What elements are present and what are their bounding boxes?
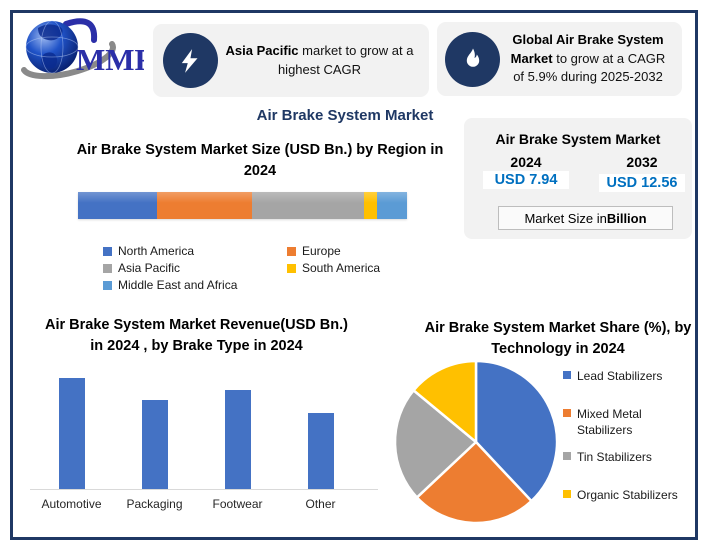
mmr-logo: MMR xyxy=(20,14,158,88)
region-legend-item-north-america: North America xyxy=(103,244,287,258)
region-legend-item-south-america: South America xyxy=(287,261,413,275)
technology-legend-item-tin-stabilizers: Tin Stabilizers xyxy=(563,449,695,465)
stacked-segment-europe xyxy=(156,192,253,219)
legend-label: Middle East and Africa xyxy=(118,278,238,292)
technology-pie-chart xyxy=(393,359,559,525)
brake-type-chart-title: Air Brake System Market Revenue(USD Bn.)… xyxy=(45,317,348,355)
stacked-segment-north-america xyxy=(78,192,157,219)
legend-label: Europe xyxy=(302,244,341,258)
pie-slice-lead-stabilizers xyxy=(474,359,559,503)
market-size-note: Market Size in Billion xyxy=(498,206,673,230)
technology-legend-item-mixed-metal-stabilizers: Mixed Metal Stabilizers xyxy=(563,406,695,438)
legend-label: Organic Stabilizers xyxy=(577,487,678,502)
region-legend: North America Europe Asia Pacific South Ame… xyxy=(103,244,413,292)
bar-label-packaging: Packaging xyxy=(126,497,183,511)
callout-asia-rest: market to grow at a highest CAGR xyxy=(277,42,414,77)
callout-global-rest: to grow at a CAGR of 5.9% during 2025-20… xyxy=(513,50,666,85)
callout-global-bold: Global Air Brake System Market xyxy=(510,31,664,66)
stacked-segment-south-america xyxy=(364,192,378,219)
legend-swatch-middle-east-and-africa xyxy=(103,280,112,290)
region-chart-title: Air Brake System Market Size (USD Bn.) b… xyxy=(76,142,444,180)
stacked-segment-asia-pacific xyxy=(252,192,365,219)
technology-chart-title: Air Brake System Market Share (%), by Te… xyxy=(424,320,692,358)
region-legend-item-europe: Europe xyxy=(287,244,413,258)
page-title: Air Brake System Market xyxy=(256,107,434,124)
pie-slice-tin-stabilizers xyxy=(393,389,478,499)
flame-badge xyxy=(445,31,500,87)
pie-slice-organic-stabilizers xyxy=(412,359,478,444)
callout-global-text: Global Air Brake System Market to grow a… xyxy=(500,31,676,88)
technology-legend: Lead Stabilizers Mixed Metal Stabilizers T… xyxy=(563,368,695,503)
brake-type-bars xyxy=(30,368,362,489)
pie-slice-mixed-metal-stabilizers xyxy=(415,440,533,525)
bar-packaging xyxy=(141,400,168,489)
value-2024: USD 7.94 xyxy=(483,171,569,189)
legend-swatch-south-america xyxy=(287,263,296,273)
market-size-panel: Air Brake System Market 2024 2032 USD 7.… xyxy=(464,118,692,239)
callout-asia-bold: Asia Pacific xyxy=(225,42,299,58)
callout-asia-text: Asia Pacific market to grow at a highest… xyxy=(218,42,421,80)
legend-label: Tin Stabilizers xyxy=(577,449,652,464)
legend-label: Mixed Metal Stabilizers xyxy=(577,407,642,438)
legend-label: North America xyxy=(118,244,195,258)
note-prefix: Market Size in xyxy=(524,210,607,226)
legend-swatch-mixed-metal-stabilizers xyxy=(563,409,571,418)
note-bold: Billion xyxy=(606,210,647,226)
year-2024-label: 2024 xyxy=(510,154,542,170)
bar-label-automotive: Automotive xyxy=(41,497,102,511)
technology-legend-item-organic-stabilizers: Organic Stabilizers xyxy=(563,487,695,503)
bar-automotive xyxy=(58,378,85,489)
panel-title: Air Brake System Market xyxy=(495,131,661,147)
legend-label: Asia Pacific xyxy=(118,261,181,275)
bar-label-footwear: Footwear xyxy=(212,497,263,511)
bar-other xyxy=(307,413,334,489)
legend-label: Lead Stabilizers xyxy=(577,369,663,383)
legend-swatch-lead-stabilizers xyxy=(563,371,571,379)
lightning-icon xyxy=(181,48,197,73)
logo-text: MMR xyxy=(76,42,144,77)
value-2032: USD 12.56 xyxy=(599,174,685,192)
legend-swatch-asia-pacific xyxy=(103,263,112,273)
flame-icon xyxy=(466,48,479,67)
bar-footwear xyxy=(224,390,251,489)
callout-asia-pacific: Asia Pacific market to grow at a highest… xyxy=(153,24,429,97)
region-legend-item-middle-east-and-africa: Middle East and Africa xyxy=(103,278,287,292)
legend-swatch-organic-stabilizers xyxy=(563,489,571,498)
region-legend-item-asia-pacific: Asia Pacific xyxy=(103,261,287,275)
bar-label-other: Other xyxy=(305,497,336,511)
legend-label: South America xyxy=(302,261,381,275)
region-stacked-bar xyxy=(78,192,407,219)
lightning-badge xyxy=(163,33,218,88)
globe-icon: MMR xyxy=(21,18,158,80)
legend-swatch-tin-stabilizers xyxy=(563,451,571,460)
brake-type-labels: Automotive Packaging Footwear Other xyxy=(30,497,362,511)
x-axis-line xyxy=(30,489,378,490)
technology-legend-item-lead-stabilizers: Lead Stabilizers xyxy=(563,368,695,384)
year-2032-label: 2032 xyxy=(626,154,658,170)
stacked-segment-middle-east-and-africa xyxy=(377,192,407,219)
legend-swatch-north-america xyxy=(103,246,112,256)
outer-border-frame xyxy=(10,10,698,540)
callout-global-cagr: Global Air Brake System Market to grow a… xyxy=(437,22,682,96)
legend-swatch-europe xyxy=(287,246,296,256)
